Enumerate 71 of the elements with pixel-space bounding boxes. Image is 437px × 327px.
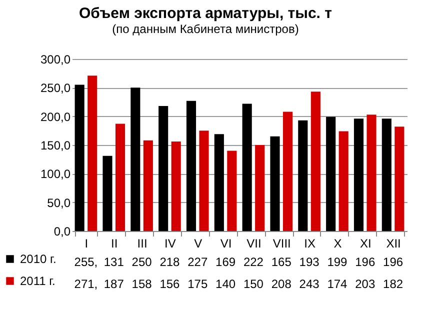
bar xyxy=(338,131,348,231)
y-tick-label: 100,0 xyxy=(40,167,71,182)
data-label: 187 xyxy=(104,277,124,291)
data-label: 227 xyxy=(188,255,208,269)
bar xyxy=(102,156,112,231)
bar xyxy=(214,134,224,231)
y-tick-label: 150,0 xyxy=(40,138,71,152)
bar xyxy=(227,150,237,231)
data-label: 140 xyxy=(216,277,236,291)
data-label: 250 xyxy=(132,255,152,269)
bar xyxy=(88,76,98,231)
data-label: 222 xyxy=(243,255,264,269)
bar xyxy=(143,140,153,231)
data-label: 243 xyxy=(299,277,320,291)
data-label: 208 xyxy=(271,277,292,291)
data-label: 196 xyxy=(355,255,376,269)
x-tick-label: II xyxy=(111,236,118,250)
x-tick-label: III xyxy=(137,236,148,250)
x-tick-label: I xyxy=(84,236,88,250)
data-label: 150 xyxy=(243,277,264,291)
bar xyxy=(310,92,320,231)
x-tick-label: XII xyxy=(386,236,401,250)
chart-title: Объем экспорта арматуры, тыс. т xyxy=(79,5,332,22)
bar xyxy=(255,145,265,231)
data-label: 196 xyxy=(383,255,404,269)
x-tick-label: IV xyxy=(164,236,176,250)
data-label: 156 xyxy=(160,277,180,291)
x-tick-label: X xyxy=(334,236,342,250)
data-label: 131 xyxy=(104,255,124,269)
chart-subtitle: (по данным Кабинета министров) xyxy=(112,22,299,36)
bar xyxy=(394,126,404,231)
bar xyxy=(298,120,308,231)
legend-label: 2010 г. xyxy=(20,252,56,266)
bar xyxy=(354,118,364,231)
y-tick-label: 50,0 xyxy=(47,196,71,210)
bar xyxy=(242,104,252,231)
data-label: 165 xyxy=(271,255,292,269)
data-label: 182 xyxy=(383,277,404,291)
data-label: 193 xyxy=(299,255,320,269)
data-label: 218 xyxy=(160,255,180,269)
bar xyxy=(270,136,280,231)
bar xyxy=(186,100,196,231)
y-tick-label: 0,0 xyxy=(54,224,71,238)
data-label: 174 xyxy=(327,277,348,291)
data-label: 255, xyxy=(74,255,98,269)
data-label: 169 xyxy=(216,255,236,269)
bar xyxy=(158,106,168,231)
bar xyxy=(115,124,126,231)
data-label: 199 xyxy=(327,255,348,269)
bar xyxy=(282,112,293,231)
bar xyxy=(382,118,392,231)
y-tick-label: 250,0 xyxy=(40,81,71,96)
data-label: 175 xyxy=(188,277,208,291)
y-tick-label: 300,0 xyxy=(40,52,71,66)
data-label: 271, xyxy=(74,277,98,291)
x-tick-label: VI xyxy=(220,236,232,250)
bar xyxy=(326,116,336,231)
data-label: 158 xyxy=(132,277,152,291)
bar xyxy=(366,114,376,231)
bar xyxy=(74,84,84,231)
bar xyxy=(199,130,209,231)
bar xyxy=(171,142,181,231)
x-tick-label: VII xyxy=(246,236,262,250)
x-tick-label: XI xyxy=(360,236,372,250)
data-label: 203 xyxy=(355,277,376,291)
y-tick-label: 200,0 xyxy=(40,110,71,124)
x-tick-label: IX xyxy=(304,236,316,250)
legend-label: 2011 г. xyxy=(20,274,56,288)
x-tick-label: V xyxy=(194,236,202,250)
bar xyxy=(130,88,140,231)
x-tick-label: VIII xyxy=(272,236,291,250)
